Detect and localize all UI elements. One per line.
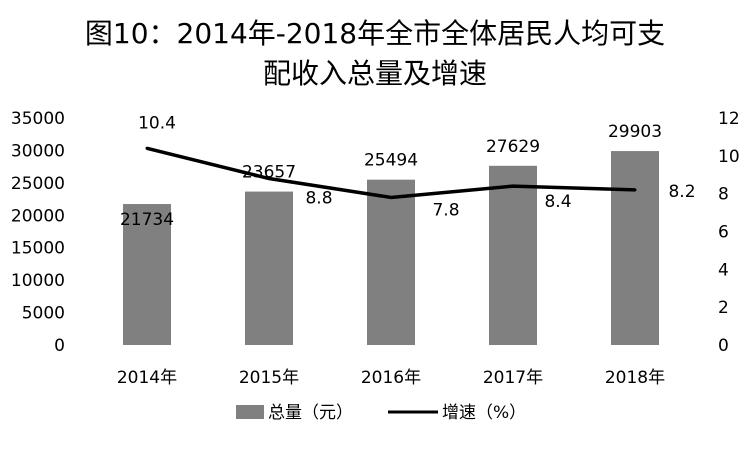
line-value-label: 7.8 [432,200,459,220]
left-axis-tick-label: 15000 [11,239,65,259]
category-label: 2014年 [117,368,177,388]
category-axis: 2014年 2015年 2016年 2017年 2018年 [117,368,665,388]
right-axis-tick-label: 10 [718,147,740,167]
left-axis-tick-label: 25000 [11,174,65,194]
bar-series [123,151,659,345]
legend-swatch-bar [236,405,264,419]
chart-title-line2: 配收入总量及增速 [262,57,487,90]
line-point-2015年 [267,177,271,181]
line-point-2018年 [633,188,637,192]
line-value-label: 10.4 [138,113,176,133]
legend-label-bar: 总量（元） [268,403,353,423]
chart-title-line1: 图10：2014年-2018年全市全体居民人均可支 [84,17,666,50]
bar-value-label: 23657 [242,163,296,183]
bar-value-label: 29903 [608,122,662,142]
bar-2016年 [367,179,415,345]
category-label: 2018年 [605,368,665,388]
right-axis-tick-label: 12 [718,109,740,129]
line-value-label: 8.4 [544,192,571,212]
line-value-label: 8.2 [668,182,695,202]
bar-2018年 [611,151,659,345]
right-axis-tick-label: 4 [718,260,729,280]
left-axis-tick-label: 5000 [22,304,65,324]
legend-label-line: 增速（%） [442,403,526,423]
data-labels: 21734 23657 25494 27629 29903 10.4 8.8 7.8 8.4 8.… [120,113,696,230]
category-label: 2016年 [361,368,421,388]
line-series [145,146,637,200]
left-axis-tick-label: 20000 [11,206,65,226]
bar-value-label: 21734 [120,210,174,230]
left-axis-tick-label: 0 [54,336,65,356]
right-axis-tick-label: 8 [718,185,729,205]
right-axis: 0 2 4 6 8 10 12 [718,109,740,356]
chart-title: 图10：2014年-2018年全市全体居民人均可支 配收入总量及增速 [0,14,750,94]
right-axis-tick-label: 2 [718,298,729,318]
bar-value-label: 25494 [364,151,418,171]
right-axis-tick-label: 0 [718,336,729,356]
line-point-2014年 [145,146,149,150]
left-axis: 0 5000 10000 15000 20000 25000 30000 35000 [11,109,65,356]
bar-2017年 [489,165,537,345]
left-axis-tick-label: 10000 [11,271,65,291]
right-axis-tick-label: 6 [718,223,729,243]
line-point-2016年 [389,195,393,199]
legend: 总量（元） 增速（%） [236,403,526,423]
category-label: 2017年 [483,368,543,388]
left-axis-tick-label: 30000 [11,141,65,161]
category-label: 2015年 [239,368,299,388]
line-value-label: 8.8 [305,189,332,209]
line-point-2017年 [511,184,515,188]
left-axis-tick-label: 35000 [11,109,65,129]
bar-2014年 [123,204,171,345]
bar-value-label: 27629 [486,137,540,157]
bar-2015年 [245,191,293,345]
